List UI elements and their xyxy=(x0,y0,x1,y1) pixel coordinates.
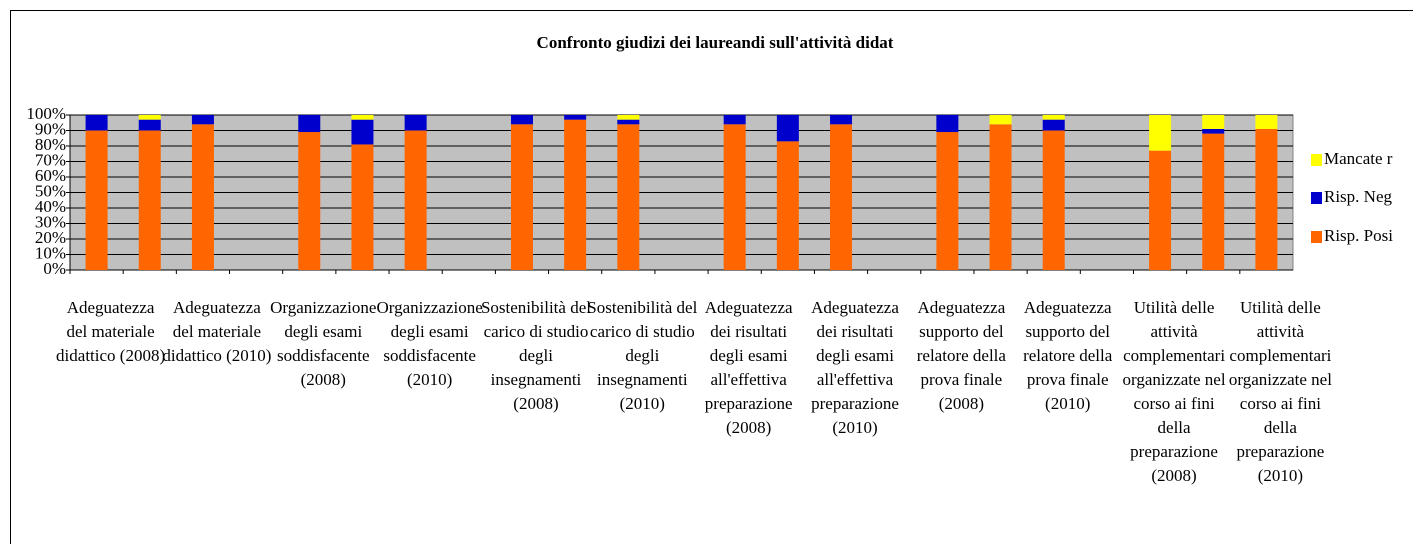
x-tick-label: Adeguatezza dei risultati degli esami al… xyxy=(811,298,899,437)
bar-segment xyxy=(404,115,427,131)
bar-segment xyxy=(85,130,108,270)
bar-segment xyxy=(830,115,853,125)
bar-segment xyxy=(191,115,214,125)
bar-segment xyxy=(830,124,853,270)
bar-segment xyxy=(1149,150,1172,270)
bar-segment xyxy=(1042,119,1065,131)
x-tick-label: Organizzazione degli esami soddisfacente… xyxy=(270,298,377,389)
chart-title: Confronto giudizi dei laureandi sull'att… xyxy=(537,33,894,52)
x-tick-label: Sostenibilità del carico di studio degli… xyxy=(480,298,591,413)
bar-segment xyxy=(989,115,1012,125)
y-tick-label: 0% xyxy=(43,259,66,278)
bar-segment xyxy=(617,124,640,270)
x-tick-label: Adeguatezza dei risultati degli esami al… xyxy=(704,298,793,437)
y-tick-label: 50% xyxy=(35,181,66,200)
bar-segment xyxy=(936,115,959,133)
bar-segment xyxy=(510,124,533,270)
bar-segment xyxy=(298,115,321,133)
y-tick-label: 100% xyxy=(26,104,66,123)
bar-segment xyxy=(191,124,214,270)
bar-segment xyxy=(298,132,321,270)
legend-swatch xyxy=(1311,192,1322,204)
bar-segment xyxy=(1202,128,1225,134)
x-tick-label: Utilità delle attività complementari org… xyxy=(1122,298,1226,485)
legend-label: Mancate r xyxy=(1324,149,1393,168)
y-tick-label: 10% xyxy=(35,243,66,262)
y-tick-label: 20% xyxy=(35,228,66,247)
bar-segment xyxy=(1255,115,1278,129)
legend-swatch xyxy=(1311,154,1322,166)
y-tick-label: 90% xyxy=(35,119,66,138)
y-tick-label: 70% xyxy=(35,150,66,169)
bar-segment xyxy=(776,141,799,270)
y-tick-label: 80% xyxy=(35,135,66,154)
legend-swatch xyxy=(1311,231,1322,243)
y-tick-label: 30% xyxy=(35,212,66,231)
bar-segment xyxy=(564,119,587,271)
bar-segment xyxy=(351,119,374,145)
bar-segment xyxy=(989,124,1012,270)
bar-segment xyxy=(85,115,108,131)
x-tick-label: Adeguatezza supporto del relatore della … xyxy=(916,298,1006,413)
bar-segment xyxy=(510,115,533,125)
x-tick-label: Adeguatezza del materiale didattico (201… xyxy=(162,298,272,365)
bar-segment xyxy=(564,115,587,120)
bar-segment xyxy=(1042,130,1065,270)
x-tick-label: Sostenibilità del carico di studio degli… xyxy=(587,298,698,413)
bar-segment xyxy=(1042,115,1065,120)
bar-segment xyxy=(617,115,640,120)
bar-segment xyxy=(351,144,374,270)
legend-label: Risp. Posi xyxy=(1324,226,1393,245)
x-tick-label: Adeguatezza del materiale didattico (200… xyxy=(56,298,166,365)
bar-segment xyxy=(1202,133,1225,270)
bar-segment xyxy=(617,119,640,125)
bar-segment xyxy=(1202,115,1225,129)
y-tick-label: 40% xyxy=(35,197,66,216)
x-tick-label: Adeguatezza supporto del relatore della … xyxy=(1023,298,1113,413)
bar-segment xyxy=(351,115,374,120)
bar-segment xyxy=(1149,115,1172,151)
legend-label: Risp. Neg xyxy=(1324,187,1393,206)
bar-segment xyxy=(776,115,799,142)
y-tick-label: 60% xyxy=(35,166,66,185)
x-tick-label: Utilità delle attività complementari org… xyxy=(1228,298,1332,485)
chart-border xyxy=(10,10,1413,544)
bar-segment xyxy=(138,130,161,270)
x-tick-label: Organizzazione degli esami soddisfacente… xyxy=(376,298,483,389)
bar-segment xyxy=(138,115,161,120)
bar-segment xyxy=(138,119,161,131)
bar-segment xyxy=(723,124,746,270)
bar-segment xyxy=(936,132,959,270)
bar-segment xyxy=(404,130,427,270)
bar-segment xyxy=(1255,128,1278,270)
bar-segment xyxy=(723,115,746,125)
